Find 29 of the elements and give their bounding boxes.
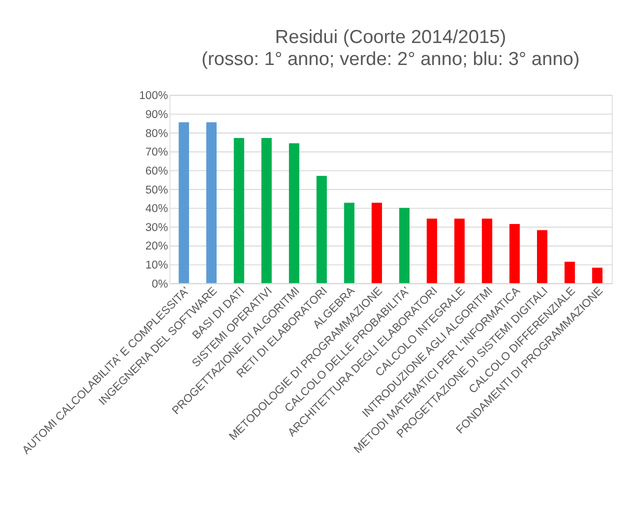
y-tick-label: 10% <box>145 260 168 272</box>
bar <box>372 202 382 284</box>
bar <box>344 202 354 284</box>
y-tick-label: 90% <box>145 108 168 121</box>
chart-title: Residui (Coorte 2014/2015) <box>275 26 506 48</box>
bar <box>426 218 438 284</box>
chart-subtitle: (rosso: 1° anno; verde: 2° anno; blu: 3° anno) <box>202 48 580 69</box>
y-tick-label: 20% <box>145 240 168 253</box>
bar <box>536 230 548 284</box>
y-tick-label: 100% <box>139 90 168 102</box>
bar <box>509 224 520 284</box>
y-tick-label: 50% <box>145 184 168 196</box>
bar <box>234 138 244 284</box>
y-tick-label: 80% <box>145 128 168 140</box>
bar <box>206 122 217 284</box>
y-tick-label: 0% <box>152 278 168 290</box>
bar <box>316 176 327 284</box>
bar <box>564 262 575 284</box>
bar <box>261 138 272 284</box>
y-tick-label: 30% <box>145 222 168 234</box>
bar <box>399 208 410 284</box>
bar <box>592 268 602 284</box>
bar <box>288 143 300 284</box>
y-tick-label: 40% <box>145 203 168 216</box>
bar <box>178 122 190 284</box>
y-tick-label: 70% <box>145 146 168 159</box>
bar <box>482 218 492 284</box>
bar <box>454 218 465 284</box>
y-tick-label: 60% <box>145 165 168 178</box>
